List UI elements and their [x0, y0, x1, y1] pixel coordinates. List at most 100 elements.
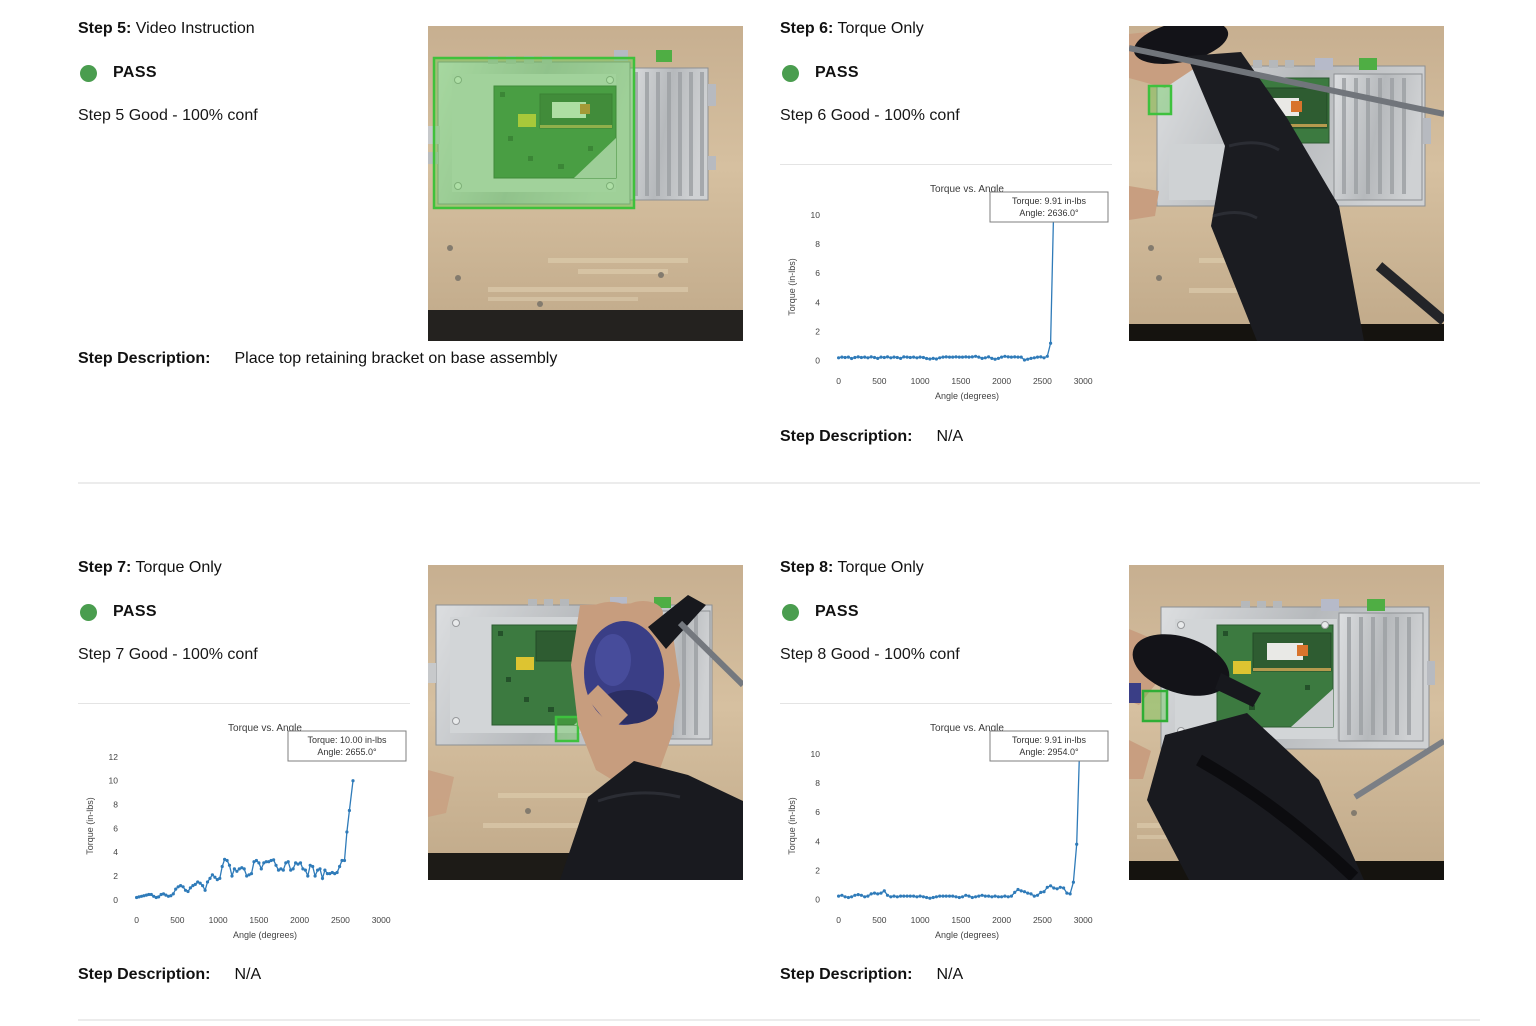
svg-text:500: 500 — [872, 376, 886, 386]
svg-text:0: 0 — [836, 915, 841, 925]
step6-title-type: Torque Only — [837, 20, 924, 37]
step5-desc-value: Place top retaining bracket on base asse… — [234, 350, 558, 367]
svg-text:Torque vs. Angle: Torque vs. Angle — [228, 723, 302, 734]
svg-text:2500: 2500 — [1033, 376, 1052, 386]
svg-text:1500: 1500 — [951, 915, 970, 925]
svg-text:Angle (degrees): Angle (degrees) — [233, 930, 297, 940]
bottom-divider — [78, 1019, 1480, 1021]
step6-description: Step Description: N/A — [780, 428, 963, 446]
step8-status: PASS — [780, 603, 859, 621]
step8-result-text: Step 8 Good - 100% conf — [780, 646, 960, 663]
svg-text:3000: 3000 — [1074, 915, 1093, 925]
step7-status: PASS — [78, 603, 157, 621]
svg-text:3000: 3000 — [372, 915, 391, 925]
torque-tool — [1132, 634, 1230, 696]
cable — [677, 620, 743, 688]
svg-text:0: 0 — [815, 895, 820, 905]
detection-overlay — [432, 56, 636, 210]
step8-desc-value: N/A — [936, 966, 964, 983]
step6-status: PASS — [780, 64, 859, 82]
svg-text:2500: 2500 — [331, 915, 350, 925]
svg-text:Angle: 2954.0°: Angle: 2954.0° — [1019, 747, 1079, 757]
svg-text:Torque: 9.91 in-lbs: Torque: 9.91 in-lbs — [1012, 735, 1087, 745]
svg-text:Torque (in-lbs): Torque (in-lbs) — [787, 797, 797, 855]
svg-text:Torque: 10.00 in-lbs: Torque: 10.00 in-lbs — [307, 735, 387, 745]
cable — [1129, 45, 1444, 117]
svg-text:4: 4 — [815, 297, 820, 307]
svg-text:1000: 1000 — [209, 915, 228, 925]
svg-text:0: 0 — [836, 376, 841, 386]
pass-status-dot — [80, 603, 97, 621]
svg-text:10: 10 — [811, 210, 821, 220]
svg-text:1000: 1000 — [911, 915, 930, 925]
svg-text:4: 4 — [113, 847, 118, 857]
step6-desc-value: N/A — [936, 428, 964, 445]
svg-text:6: 6 — [815, 268, 820, 278]
pass-status-dot — [80, 64, 97, 82]
step7-status-label: PASS — [113, 603, 157, 620]
yellow-label — [518, 114, 536, 127]
step7-title-label: Step 7: — [78, 559, 132, 576]
svg-text:1500: 1500 — [249, 915, 268, 925]
svg-text:2: 2 — [815, 866, 820, 876]
step5-desc-label: Step Description: — [78, 350, 211, 367]
step8-title-type: Torque Only — [837, 559, 924, 576]
step8-torque-angle-chart: Torque vs. Angle 0 2 4 6 8 10 0 500 1000 1500 2000 2… — [778, 715, 1113, 960]
svg-text:500: 500 — [170, 915, 184, 925]
step8-description: Step Description: N/A — [780, 966, 963, 984]
chart-divider — [780, 164, 1112, 165]
svg-text:1500: 1500 — [951, 376, 970, 386]
step6-torque-angle-chart: Torque vs. Angle 0 2 4 6 8 10 0 500 1000 1500 2000 2… — [778, 176, 1113, 421]
row-divider — [78, 482, 1480, 484]
step5-title-type: Video Instruction — [135, 20, 255, 37]
svg-text:Torque (in-lbs): Torque (in-lbs) — [85, 797, 95, 855]
svg-text:8: 8 — [815, 778, 820, 788]
pcb — [493, 85, 617, 179]
step8-title-label: Step 8: — [780, 559, 834, 576]
svg-text:2000: 2000 — [992, 915, 1011, 925]
svg-text:6: 6 — [815, 807, 820, 817]
svg-text:3000: 3000 — [1074, 376, 1093, 386]
step7-torque-angle-chart: Torque vs. Angle 0 2 4 6 8 10 12 0 500 1000 1500 200… — [76, 715, 411, 960]
step7-photo — [428, 565, 743, 880]
svg-text:2000: 2000 — [992, 376, 1011, 386]
detection-box — [1147, 84, 1173, 116]
chart-divider — [780, 703, 1112, 704]
step6-result-text: Step 6 Good - 100% conf — [780, 107, 960, 124]
step7-desc-value: N/A — [234, 966, 262, 983]
svg-text:500: 500 — [872, 915, 886, 925]
step5-description: Step Description: Place top retaining bra… — [78, 350, 557, 368]
svg-text:Angle (degrees): Angle (degrees) — [935, 930, 999, 940]
step7-desc-label: Step Description: — [78, 966, 211, 983]
pass-status-dot — [782, 603, 799, 621]
svg-text:Angle: 2636.0°: Angle: 2636.0° — [1019, 208, 1079, 218]
step6-title-label: Step 6: — [780, 20, 834, 37]
svg-text:Torque vs. Angle: Torque vs. Angle — [930, 723, 1004, 734]
open-enclosure — [428, 56, 631, 205]
step5-result-text: Step 5 Good - 100% conf — [78, 107, 258, 124]
svg-text:12: 12 — [109, 752, 119, 762]
chart-divider — [78, 703, 410, 704]
black-sleeve — [560, 761, 743, 880]
step5-title-label: Step 5: — [78, 20, 132, 37]
step8-title: Step 8: Torque Only — [780, 559, 924, 577]
detection-box — [554, 715, 580, 743]
svg-text:2: 2 — [815, 327, 820, 337]
svg-text:0: 0 — [113, 895, 118, 905]
svg-text:4: 4 — [815, 836, 820, 846]
step6-status-label: PASS — [815, 64, 859, 81]
detection-box — [1141, 689, 1169, 723]
svg-text:Torque vs. Angle: Torque vs. Angle — [930, 184, 1004, 195]
step8-photo — [1129, 565, 1444, 880]
black-sleeve — [1187, 52, 1364, 341]
step7-result-text: Step 7 Good - 100% conf — [78, 646, 258, 663]
step5-status: PASS — [78, 64, 157, 82]
svg-text:8: 8 — [815, 239, 820, 249]
cable — [1353, 738, 1444, 800]
heatsink — [625, 67, 716, 201]
cable-dark — [1196, 754, 1359, 880]
step8-desc-label: Step Description: — [780, 966, 913, 983]
cable-dark — [1375, 262, 1444, 325]
step5-photo — [428, 26, 743, 341]
